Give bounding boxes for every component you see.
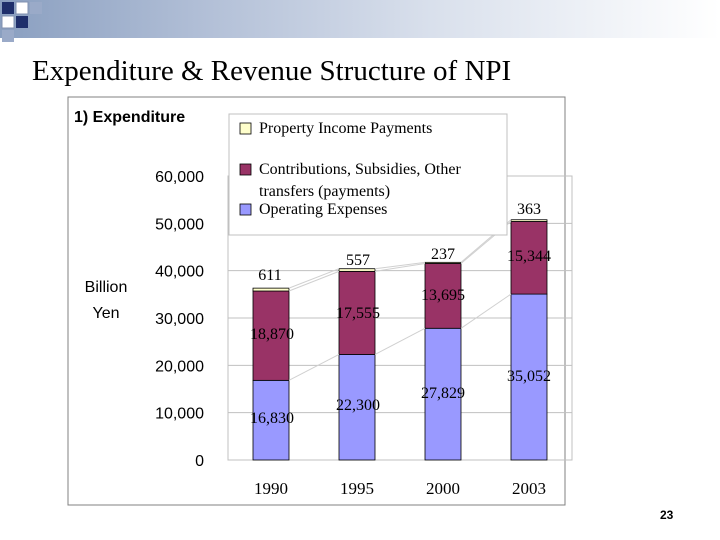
series-connector-line: [374, 327, 426, 355]
bar-segment: [338, 270, 376, 355]
legend-swatch: [239, 163, 252, 176]
header-decoration-squares: [1, 1, 42, 42]
bar-segment: [510, 293, 548, 461]
legend-box: [228, 113, 508, 236]
data-label: 363: [517, 201, 541, 218]
data-label: 15,344: [507, 248, 551, 265]
legend-label: transfers (payments): [259, 183, 390, 200]
x-tick-label: 1995: [340, 479, 374, 498]
y-axis-label: Billion: [85, 279, 128, 296]
data-label: 16,830: [250, 410, 294, 427]
deco-square: [15, 1, 29, 15]
bar-segment: [338, 354, 376, 461]
series-connector-line: [288, 354, 340, 381]
data-label: 13,695: [421, 287, 465, 304]
legend-swatch: [239, 122, 252, 135]
y-axis-label: Yen: [93, 305, 120, 322]
deco-square: [30, 2, 42, 14]
bar-segment: [424, 327, 462, 461]
bar-segment: [252, 290, 290, 381]
data-label: 27,829: [421, 385, 465, 402]
series-connector-line: [460, 293, 512, 329]
legend-swatch: [239, 203, 252, 216]
deco-square: [2, 2, 14, 14]
x-tick-label: 2003: [512, 479, 546, 498]
legend-label: Contributions, Subsidies, Other: [259, 161, 461, 178]
y-tick-label: 60,000: [155, 169, 204, 186]
y-tick-label: 0: [195, 453, 204, 470]
legend-label: Operating Expenses: [259, 201, 387, 218]
data-label: 35,052: [507, 368, 551, 385]
slide-title: Expenditure & Revenue Structure of NPI: [32, 55, 512, 87]
bar-segment: [252, 379, 290, 461]
chart-title: 1) Expenditure: [74, 109, 185, 126]
data-label: 17,555: [336, 305, 380, 322]
x-tick-label: 2000: [426, 479, 460, 498]
data-label: 237: [431, 246, 455, 263]
series-connector-line: [374, 262, 426, 272]
bar-segment: [510, 219, 548, 222]
header-decoration-strip: [0, 0, 720, 38]
data-label: 18,870: [250, 326, 294, 343]
series-connector-line: [374, 261, 426, 270]
y-tick-label: 50,000: [155, 216, 204, 233]
series-connector-line: [288, 268, 340, 289]
legend-label: Property Income Payments: [259, 120, 432, 137]
data-label: 22,300: [336, 397, 380, 414]
y-tick-label: 30,000: [155, 311, 204, 328]
x-tick-label: 1990: [254, 479, 288, 498]
data-label: 611: [258, 267, 281, 284]
y-tick-label: 40,000: [155, 264, 204, 281]
deco-square: [2, 30, 14, 42]
bar-segment: [252, 287, 290, 292]
y-tick-label: 10,000: [155, 406, 204, 423]
y-tick-label: 20,000: [155, 358, 204, 375]
bar-segment: [510, 221, 548, 295]
bar-segment: [338, 268, 376, 272]
bar-segment: [424, 263, 462, 329]
slide-page-number: 23: [660, 508, 674, 522]
series-connector-line: [288, 270, 340, 292]
deco-square: [16, 16, 28, 28]
deco-square: [1, 15, 15, 29]
data-label: 557: [346, 252, 370, 269]
